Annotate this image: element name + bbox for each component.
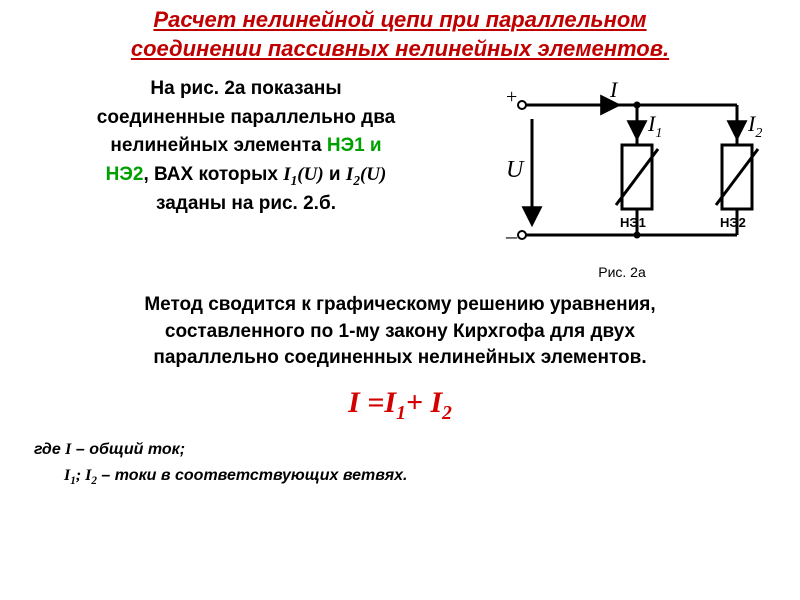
intro-paragraph: На рис. 2а показаны соединенные параллел…: [28, 75, 472, 219]
equation: I =I1+ I2: [28, 386, 772, 425]
figure-caption: Рис. 2а: [472, 264, 772, 280]
eq-i1a: I: [384, 386, 396, 419]
p1-a: На рис. 2а показаны: [150, 78, 341, 99]
label-ne2: НЭ2: [720, 215, 746, 230]
p2-c: параллельно соединенных нелинейных элеме…: [153, 347, 646, 368]
def2-c: ; I: [76, 467, 92, 484]
ne2-label: НЭ2: [106, 164, 144, 185]
definitions: где I – общий ток; I1; I2 – токи в соотв…: [34, 437, 772, 491]
title-line1: Расчет нелинейной цепи при параллельном: [153, 7, 646, 32]
page-title: Расчет нелинейной цепи при параллельном …: [28, 6, 772, 63]
def1-c: – общий ток;: [71, 441, 185, 458]
plus-label: +: [506, 86, 517, 108]
i2u-2: 2: [353, 172, 360, 187]
figure-wrapper: + – I U I1 НЭ1: [472, 75, 772, 280]
label-i2: I2: [747, 111, 762, 141]
eq-i2b: 2: [442, 403, 452, 424]
circuit-diagram: + – I U I1 НЭ1: [472, 75, 772, 260]
method-paragraph: Метод сводится к графическому решению ур…: [28, 292, 772, 372]
eq-plus: +: [406, 386, 431, 419]
p1-d6: и: [324, 164, 346, 185]
ne1-label: НЭ1 и: [327, 135, 382, 156]
p1-b: соединенные параллельно два: [97, 107, 395, 128]
eq-i1b: 1: [396, 403, 406, 424]
p2-a: Метод сводится к графическому решению ур…: [144, 294, 655, 315]
i1u-u: (U): [297, 164, 323, 185]
label-i1: I1: [647, 111, 662, 141]
eq-i: I: [348, 386, 367, 419]
label-ne1: НЭ1: [620, 215, 646, 230]
p2-b: составленного по 1-му закону Кирхгофа дл…: [165, 321, 635, 342]
p1-e: заданы на рис. 2.б.: [156, 193, 336, 214]
i2u-u: (U): [360, 164, 386, 185]
label-u: U: [506, 157, 525, 183]
def-line2: I1; I2 – токи в соответствующих ветвях.: [64, 463, 772, 491]
eq-i2a: I: [430, 386, 442, 419]
label-i: I: [609, 77, 619, 102]
p1-d2: , ВАХ которых: [143, 164, 283, 185]
title-line2: соединении пассивных нелинейных элементо…: [131, 36, 669, 61]
eq-eq: =: [367, 386, 384, 419]
minus-label: –: [505, 223, 518, 248]
i1u-i: I: [283, 164, 290, 185]
def2-e: – токи в соответствующих ветвях.: [97, 467, 407, 484]
p1-c1: нелинейных элемента: [110, 135, 326, 156]
def-line1: где I – общий ток;: [34, 437, 772, 463]
def1-a: где: [34, 441, 65, 458]
row-intro: На рис. 2а показаны соединенные параллел…: [28, 75, 772, 280]
